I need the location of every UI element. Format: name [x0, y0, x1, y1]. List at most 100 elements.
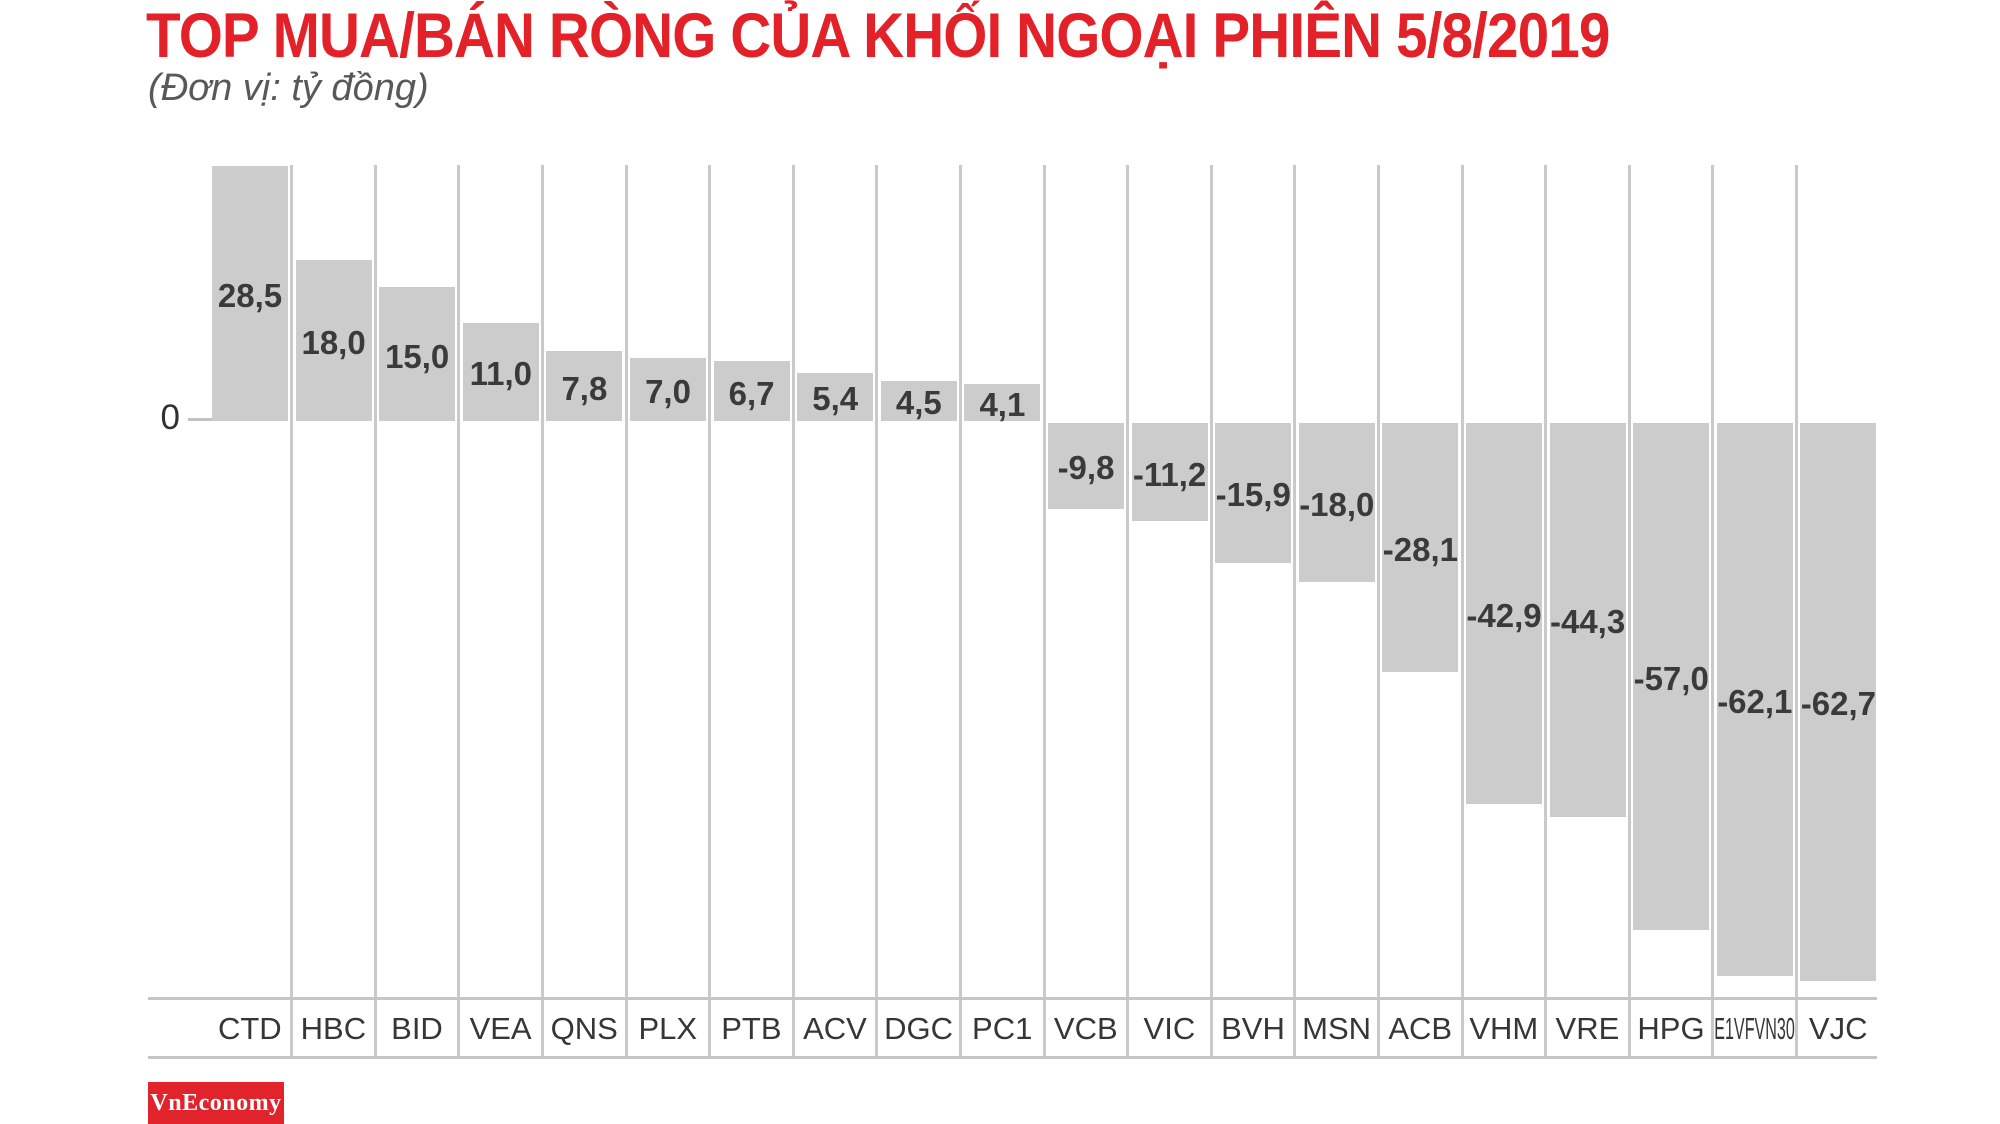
- brand-logo-text: VnEconomy: [150, 1090, 282, 1116]
- bar-HBC: 18,0: [295, 260, 372, 421]
- category-label-HBC: HBC: [292, 1000, 376, 1056]
- bar-PTB: 6,7: [713, 361, 790, 421]
- category-label-text: QNS: [550, 1010, 618, 1046]
- y-axis-zero-label: 0: [160, 398, 180, 437]
- category-label-BID: BID: [375, 1000, 459, 1056]
- category-label-text: VCB: [1053, 1010, 1118, 1046]
- category-label-text: HBC: [300, 1010, 367, 1046]
- category-label-text: PTB: [721, 1010, 782, 1046]
- bar-value-label: -62,7: [1800, 685, 1876, 723]
- category-gridline: [1293, 165, 1297, 1059]
- category-gridline: [875, 165, 879, 1059]
- bar-VCB: -9,8: [1048, 423, 1124, 509]
- category-gridline: [1544, 165, 1548, 1059]
- category-label-ACB: ACB: [1378, 1000, 1462, 1056]
- category-gridline: [958, 165, 962, 1059]
- bar-BID: 15,0: [379, 287, 456, 421]
- category-label-PTB: PTB: [710, 1000, 794, 1056]
- bar-value-label: 4,5: [895, 384, 942, 422]
- category-label-VEA: VEA: [459, 1000, 543, 1056]
- category-gridline: [1376, 165, 1380, 1059]
- category-gridline: [791, 165, 795, 1059]
- x-axis-line-top: [148, 997, 1877, 1000]
- category-label-CTD: CTD: [208, 1000, 292, 1056]
- category-label-text: VIC: [1143, 1010, 1196, 1046]
- bar-value-label: 18,0: [301, 324, 366, 362]
- bar-value-label: -28,1: [1382, 530, 1458, 568]
- category-gridline: [1627, 165, 1631, 1059]
- bar-value-label: 15,0: [385, 337, 450, 375]
- bar-VRE: -44,3: [1549, 423, 1626, 817]
- category-gridline: [540, 165, 544, 1059]
- category-gridline: [290, 165, 294, 1059]
- category-label-VJC: VJC: [1796, 1000, 1880, 1056]
- category-gridline: [1794, 165, 1798, 1059]
- category-gridline: [1209, 165, 1213, 1059]
- category-label-text: HPG: [1637, 1010, 1705, 1046]
- x-axis-line-bottom: [148, 1056, 1877, 1059]
- bar-HPG: -57,0: [1633, 423, 1710, 930]
- bar-PC1: 4,1: [964, 384, 1041, 424]
- category-label-VIC: VIC: [1128, 1000, 1212, 1056]
- category-gridline: [457, 165, 461, 1059]
- bar-CTD: 28,5: [212, 166, 288, 421]
- category-gridline: [624, 165, 628, 1059]
- bar-value-label: -57,0: [1633, 660, 1709, 697]
- bar-value-label: -11,2: [1132, 455, 1207, 493]
- category-gridline: [1711, 165, 1715, 1059]
- category-label-text: PLX: [638, 1010, 698, 1046]
- category-label-text: ACV: [803, 1010, 867, 1046]
- y-axis-zero-tick: [188, 418, 212, 421]
- category-label-HPG: HPG: [1629, 1000, 1713, 1056]
- bar-BVH: -15,9: [1215, 423, 1292, 563]
- category-label-VCB: VCB: [1044, 1000, 1128, 1056]
- category-label-text: VJC: [1808, 1010, 1868, 1046]
- category-gridline: [1460, 165, 1464, 1059]
- category-gridline: [1042, 165, 1046, 1059]
- category-label-text: ACB: [1388, 1010, 1453, 1046]
- bar-VHM: -42,9: [1466, 423, 1542, 805]
- bar-DGC: 4,5: [880, 380, 957, 422]
- category-gridline: [373, 165, 377, 1059]
- category-label-text: BVH: [1221, 1010, 1285, 1046]
- bar-value-label: 6,7: [728, 374, 775, 412]
- category-label-DGC: DGC: [877, 1000, 961, 1056]
- bar-MSN: -18,0: [1298, 423, 1375, 582]
- category-label-PLX: PLX: [626, 1000, 710, 1056]
- bar-VIC: -11,2: [1131, 423, 1208, 522]
- bar-ACB: -28,1: [1382, 423, 1459, 672]
- bar-value-label: 4,1: [979, 386, 1026, 424]
- category-label-text: VRE: [1555, 1010, 1620, 1046]
- category-label-ACV: ACV: [793, 1000, 877, 1056]
- category-label-text: PC1: [972, 1010, 1033, 1046]
- category-label-VHM: VHM: [1462, 1000, 1546, 1056]
- category-label-E1VFVN30: E1VFVN30: [1713, 1000, 1797, 1056]
- category-label-text: MSN: [1302, 1010, 1372, 1046]
- category-label-text: VEA: [469, 1010, 532, 1046]
- bar-value-label: -18,0: [1299, 485, 1375, 523]
- bar-value-label: -9,8: [1057, 449, 1115, 487]
- bar-ACV: 5,4: [797, 372, 874, 421]
- bar-E1VFVN30: -62,1: [1716, 423, 1793, 976]
- bar-VJC: -62,7: [1800, 423, 1877, 981]
- bar-value-label: -44,3: [1549, 603, 1626, 641]
- bar-value-label: -62,1: [1717, 682, 1793, 720]
- bar-value-label: 28,5: [217, 277, 283, 315]
- category-label-MSN: MSN: [1295, 1000, 1379, 1056]
- bar-value-label: -15,9: [1215, 476, 1291, 514]
- category-label-VRE: VRE: [1546, 1000, 1630, 1056]
- bar-value-label: -42,9: [1466, 597, 1542, 635]
- bar-value-label: 7,0: [645, 373, 691, 411]
- category-label-BVH: BVH: [1211, 1000, 1295, 1056]
- category-label-PC1: PC1: [960, 1000, 1044, 1056]
- category-gridline: [1126, 165, 1130, 1059]
- category-label-text: DGC: [884, 1010, 954, 1046]
- brand-logo: VnEconomy: [148, 1082, 284, 1124]
- category-label-text: E1VFVN30: [1714, 1010, 1795, 1046]
- chart-unit-note: (Đơn vị: tỷ đồng): [148, 67, 429, 109]
- category-label-text: VHM: [1469, 1010, 1539, 1046]
- chart-title: TOP MUA/BÁN RÒNG CỦA KHỐI NGOẠI PHIÊN 5/…: [146, 1, 1610, 71]
- bar-QNS: 7,8: [546, 351, 623, 421]
- bar-value-label: 7,8: [561, 369, 608, 407]
